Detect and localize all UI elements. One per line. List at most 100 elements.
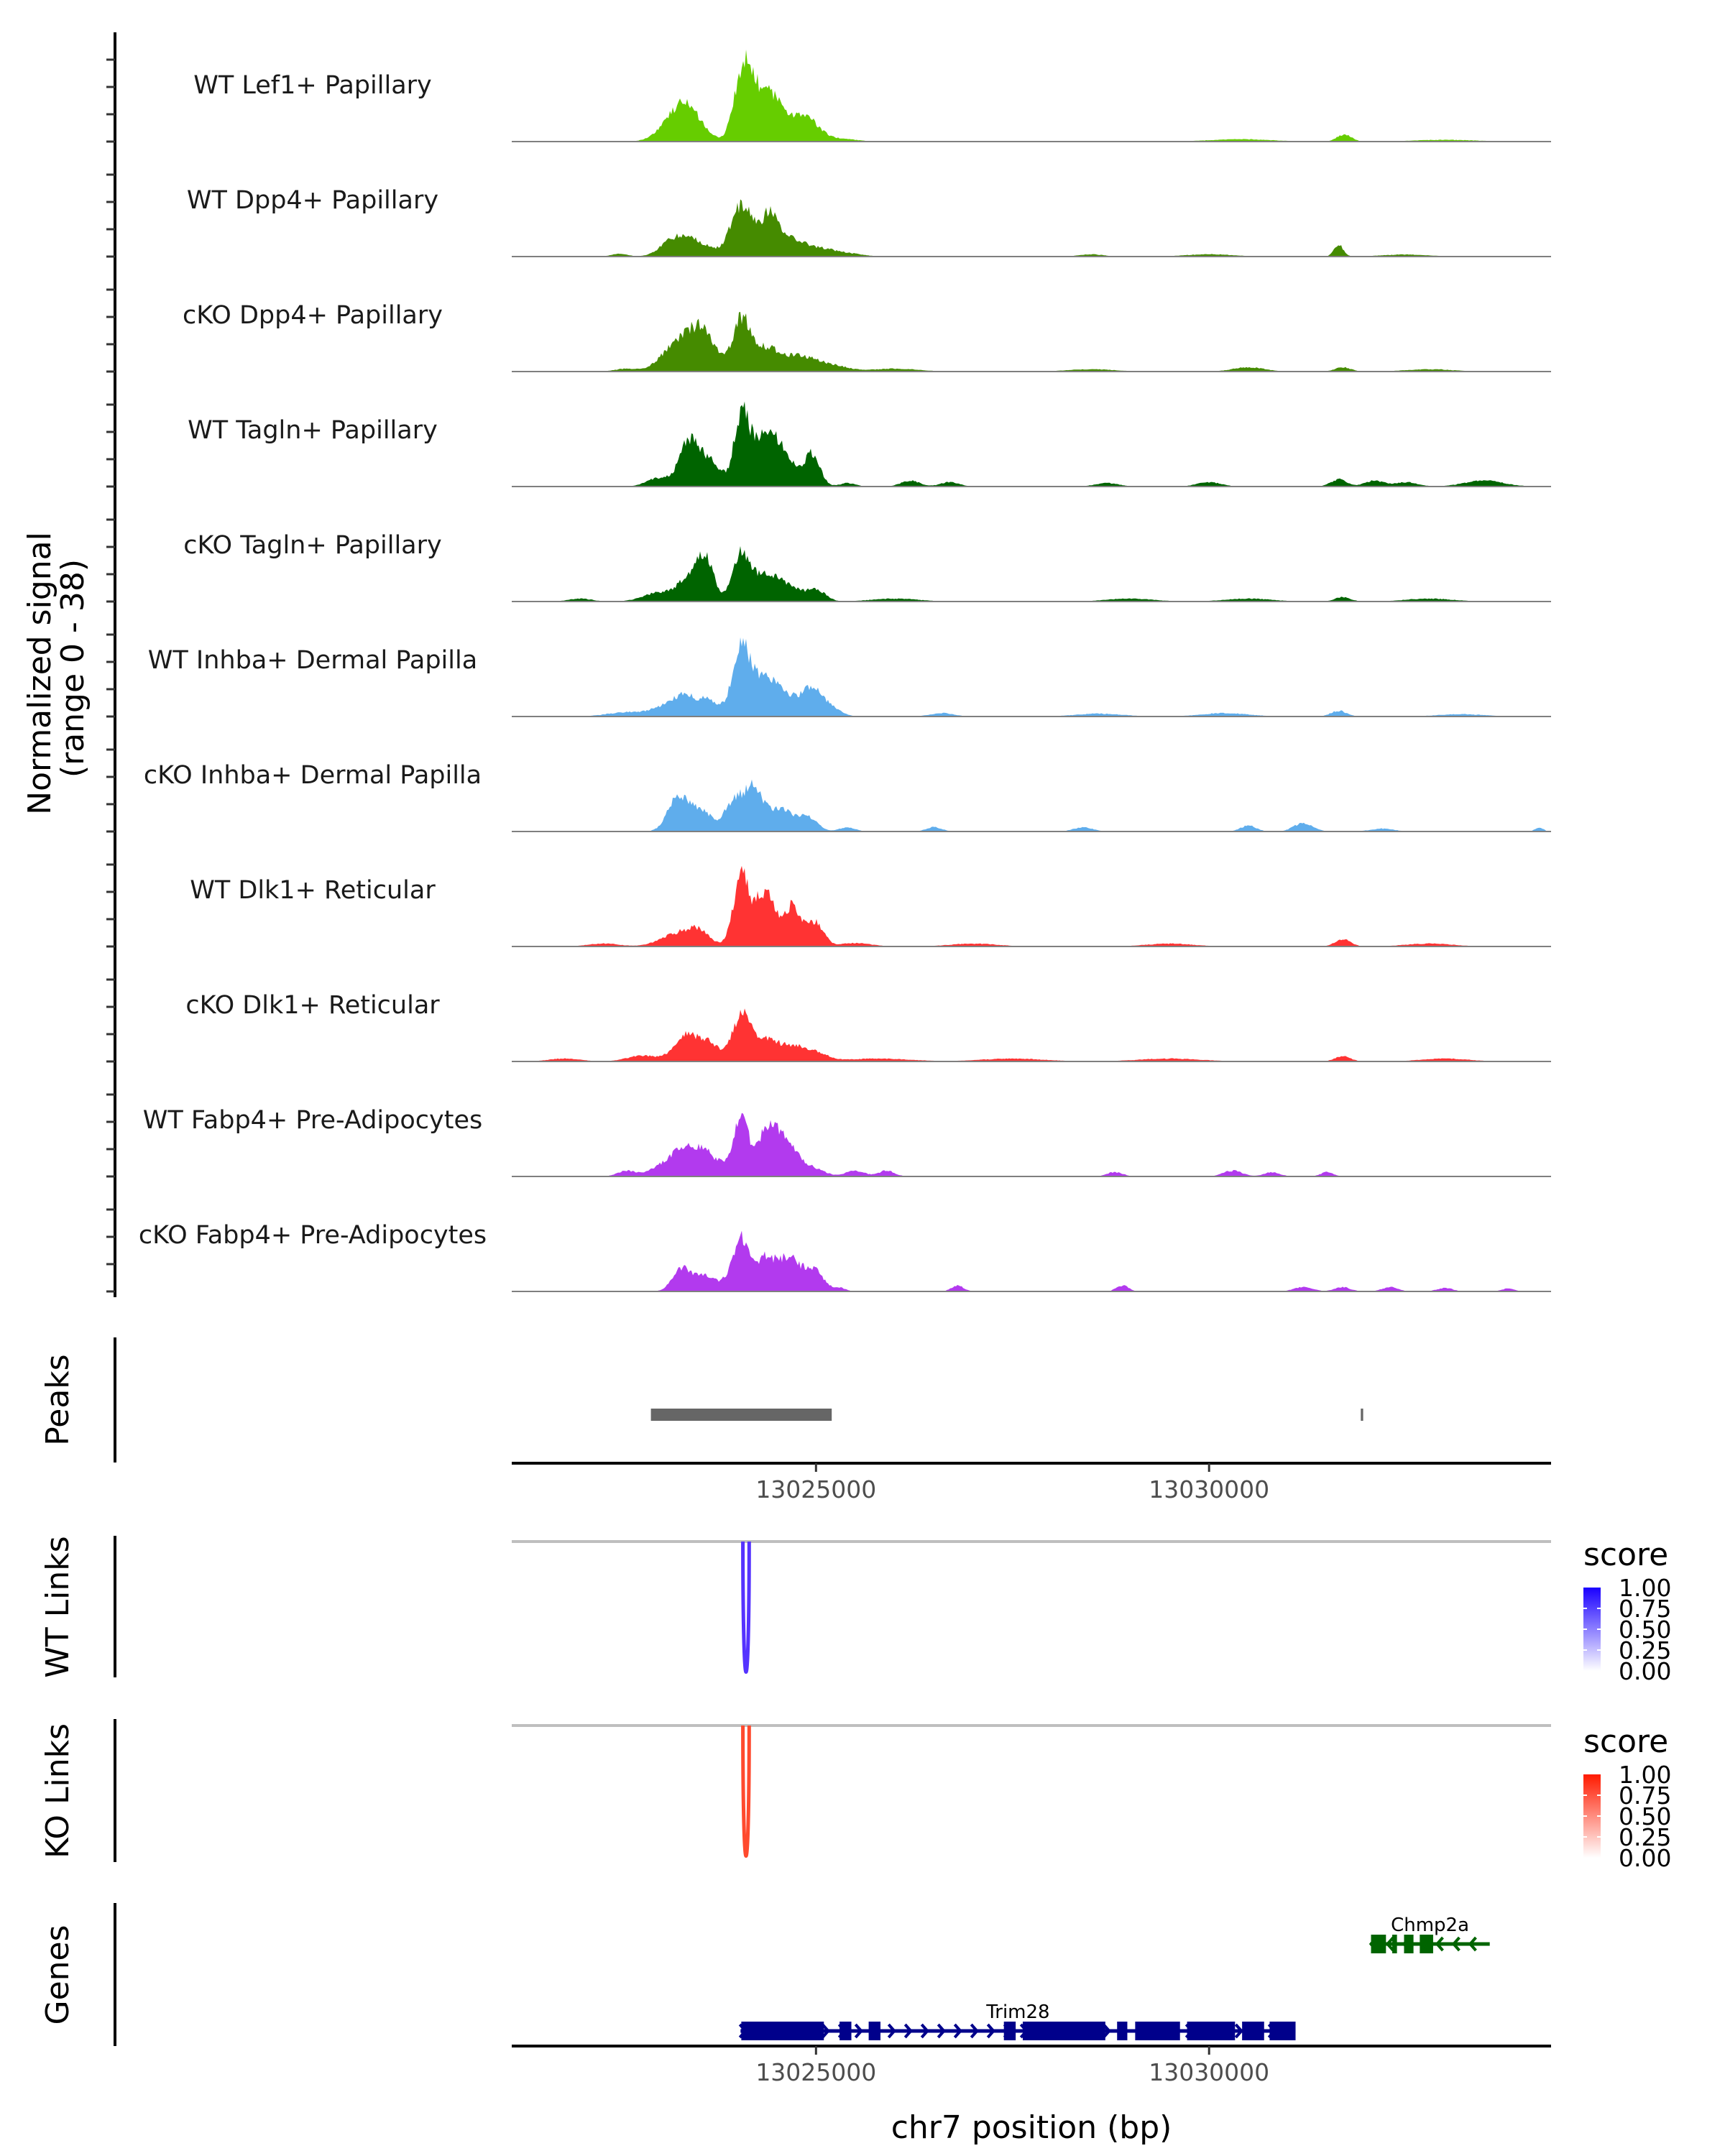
track-label: WT Lef1+ Papillary [193, 71, 432, 100]
coverage-area [512, 50, 1551, 142]
strand-arrow-right-icon [937, 2023, 946, 2039]
gene-exon [868, 2022, 880, 2040]
gene-model: Chmp2a [1368, 1915, 1490, 1953]
coverage-area [512, 779, 1551, 831]
legend-title: score [1583, 1537, 1668, 1573]
coverage-area [512, 1112, 1551, 1176]
y-axis-title-line-1: Normalized signal [22, 532, 58, 815]
coverage-track: WT Tagln+ Papillary [188, 401, 1551, 487]
strand-arrow-right-icon [1102, 2023, 1111, 2039]
legend-title: score [1583, 1723, 1668, 1760]
strand-arrow-left-icon [1468, 1936, 1477, 1952]
track-label: WT Dpp4+ Papillary [187, 186, 438, 215]
coverage-track: WT Inhba+ Dermal Papilla [148, 637, 1551, 717]
coverage-area [512, 401, 1551, 487]
peak-region [650, 1409, 832, 1421]
strand-arrow-right-icon [920, 2023, 929, 2039]
peak-regions [650, 1409, 1363, 1421]
coverage-area [512, 1230, 1551, 1291]
coverage-area [512, 545, 1551, 602]
x-tick-label: 13030000 [1149, 2058, 1269, 2086]
ko-links-arcs [512, 1724, 1551, 1858]
strand-arrow-right-icon [887, 2023, 896, 2039]
coverage-area [512, 1008, 1551, 1061]
track-label: cKO Inhba+ Dermal Papilla [144, 761, 482, 790]
gene-exon [1269, 2022, 1296, 2040]
coverage-track: cKO Dlk1+ Reticular [185, 991, 1551, 1062]
gene-exon [1135, 2022, 1180, 2040]
link-arc [741, 1725, 751, 1858]
coverage-track: WT Dlk1+ Reticular [190, 865, 1551, 947]
coverage-area [512, 865, 1551, 946]
legend-tick-label: 0.75 [1619, 1782, 1671, 1810]
gene-models: Trim28 Chmp2a [738, 1915, 1490, 2040]
gene-exon [1117, 2022, 1128, 2040]
wt-links-arcs [512, 1540, 1551, 1674]
coverage-track: cKO Dpp4+ Papillary [183, 301, 1551, 372]
coverage-y-axis [106, 32, 116, 1297]
track-label: WT Dlk1+ Reticular [190, 876, 436, 905]
legend-tick-label: 1.00 [1619, 1574, 1671, 1602]
gene-exon [1242, 2022, 1264, 2040]
x-tick-label: 13025000 [755, 1475, 876, 1503]
gene-exon [1420, 1935, 1433, 1953]
y-axis-title: Normalized signal (range 0 - 38) [22, 522, 91, 815]
coverage-track: cKO Fabp4+ Pre-Adipocytes [139, 1221, 1551, 1292]
track-label: WT Inhba+ Dermal Papilla [148, 646, 477, 675]
coverage-area [512, 637, 1551, 717]
strand-arrow-right-icon [903, 2023, 913, 2039]
legend-tick-label: 0.75 [1619, 1595, 1671, 1623]
track-label: cKO Fabp4+ Pre-Adipocytes [139, 1221, 487, 1250]
ko-links-label: KO Links [40, 1723, 76, 1858]
strand-arrow-right-icon [970, 2023, 979, 2039]
coverage-track: WT Dpp4+ Papillary [187, 186, 1551, 257]
legend-tick-label: 1.00 [1619, 1761, 1671, 1789]
peak-region [1361, 1409, 1363, 1421]
strand-arrow-left-icon [1385, 1936, 1394, 1952]
track-label: cKO Tagln+ Papillary [183, 531, 442, 560]
gene-model: Trim28 [738, 2001, 1296, 2040]
link-arc [741, 1541, 751, 1674]
x-tick-label: 13025000 [755, 2058, 876, 2086]
x-axis-title: chr7 position (bp) [891, 2109, 1172, 2146]
legend-tick-label: 0.25 [1619, 1823, 1671, 1851]
gene-exon [840, 2022, 852, 2040]
genes-track-label: Genes [40, 1925, 76, 2024]
wt-links-label: WT Links [40, 1536, 76, 1677]
gene-name-label: Chmp2a [1391, 1915, 1469, 1936]
track-label: WT Tagln+ Papillary [188, 416, 438, 445]
coverage-tracks: WT Lef1+ Papillary WT Dpp4+ Papillary cKO … [139, 50, 1551, 1292]
coverage-track: cKO Tagln+ Papillary [183, 531, 1551, 602]
gene-exon [1022, 2022, 1105, 2040]
coverage-track: cKO Inhba+ Dermal Papilla [144, 761, 1551, 832]
track-label: WT Fabp4+ Pre-Adipocytes [143, 1106, 482, 1135]
legend-tick-label: 0.50 [1619, 1616, 1671, 1644]
strand-arrow-right-icon [986, 2023, 995, 2039]
coverage-track: WT Lef1+ Papillary [193, 50, 1551, 142]
gene-exon [1371, 1935, 1386, 1953]
gene-exon [741, 2022, 824, 2040]
x-tick-label: 13030000 [1149, 1475, 1269, 1503]
strand-arrow-left-icon [1435, 1936, 1444, 1952]
track-label: cKO Dlk1+ Reticular [185, 991, 440, 1020]
x-axis-top: 13025000 13030000 [512, 1462, 1551, 1503]
gene-exon [1187, 2022, 1236, 2040]
legend-tick-label: 0.50 [1619, 1802, 1671, 1830]
legend-tick-label: 0.00 [1619, 1844, 1671, 1872]
coverage-track: WT Fabp4+ Pre-Adipocytes [143, 1106, 1551, 1177]
strand-arrow-right-icon [953, 2023, 962, 2039]
gene-exon [1404, 1935, 1414, 1953]
strand-arrow-left-icon [1451, 1936, 1460, 1952]
coverage-area [512, 311, 1551, 372]
track-label: cKO Dpp4+ Papillary [183, 301, 443, 330]
gene-name-label: Trim28 [985, 2001, 1049, 2023]
strand-arrow-right-icon [821, 2023, 830, 2039]
gene-exon [1003, 2022, 1016, 2040]
x-axis-bottom: 13025000 13030000 [512, 2045, 1551, 2086]
strand-arrow-right-icon [854, 2023, 863, 2039]
gene-exon [1392, 1935, 1397, 1953]
legend-tick-label: 0.25 [1619, 1636, 1671, 1664]
